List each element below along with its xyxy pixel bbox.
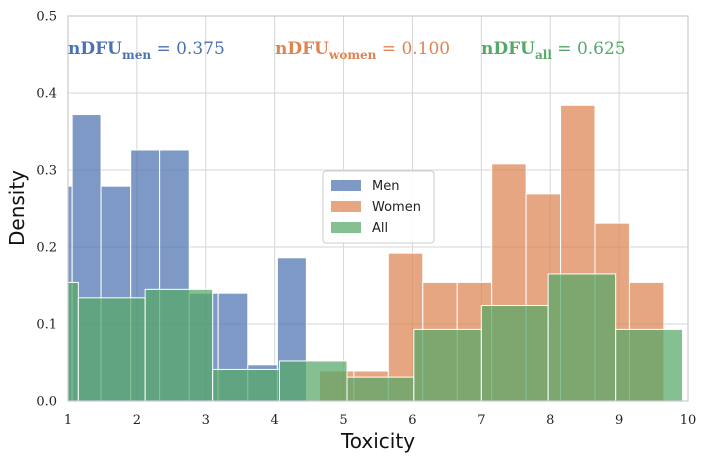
plot-frame [67,15,689,402]
x-tick-label: 9 [615,413,623,428]
women-legend-swatch [331,201,361,212]
ndfu-women-annotation: nDFUwomen = 0.100 [275,39,450,62]
x-tick-label: 1 [64,413,72,428]
y-tick-label: 0.3 [36,164,57,179]
all-bar [547,273,617,401]
y-tick-label: 0.5 [36,10,57,25]
ndfu-annotations: nDFUmen = 0.375 nDFUwomen = 0.100 nDFUall … [68,39,626,62]
x-axis-label: Toxicity [340,429,415,453]
women-legend-label: Women [372,200,421,215]
x-tick-labels: 1 2 3 4 5 6 7 8 9 10 [64,413,696,428]
x-tick-label: 4 [271,413,279,428]
all-legend-label: All [372,221,388,236]
x-tick-label: 3 [202,413,210,428]
x-tick-label: 10 [680,413,697,428]
all-bar [278,360,348,401]
y-tick-labels: 0.0 0.1 0.2 0.3 0.4 0.5 [36,10,57,410]
all-bar [144,288,214,401]
all-bar [413,328,482,401]
x-tick-label: 2 [133,413,141,428]
all-bar [615,328,683,401]
y-tick-label: 0.1 [36,318,57,333]
men-legend-swatch [331,180,361,191]
y-tick-label: 0.0 [36,395,57,410]
x-tick-label: 6 [408,413,416,428]
x-tick-label: 7 [477,413,485,428]
men-legend-label: Men [372,179,399,194]
y-tick-label: 0.4 [36,87,57,102]
y-axis-label: Density [5,170,29,246]
ndfu-men-annotation: nDFUmen = 0.375 [68,39,225,62]
y-tick-label: 0.2 [36,241,57,256]
all-bar [480,305,549,401]
all-bar [346,376,415,401]
all-bar [212,368,280,401]
x-tick-label: 8 [546,413,554,428]
legend: Men Women All [322,170,435,244]
all-bar [77,297,146,401]
all-bars [68,273,683,401]
all-legend-swatch [331,222,361,233]
ndfu-all-annotation: nDFUall = 0.625 [481,39,626,62]
x-tick-label: 5 [339,413,347,428]
all-bar [68,281,79,401]
